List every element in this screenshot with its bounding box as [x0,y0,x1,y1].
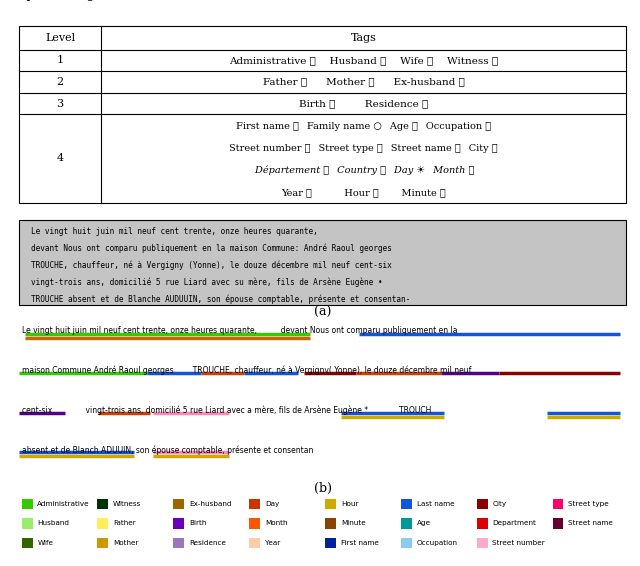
Bar [22,538,33,548]
Text: Age: Age [417,520,431,526]
Text: TROUCHE absent et de Blanche AUDUUIN, son épouse comptable, présente et consenta: TROUCHE absent et de Blanche AUDUUIN, so… [31,294,411,304]
Text: maison Commune André Raoul georges        TROUCHE, chauffeur, né à Vergigny( Yon: maison Commune André Raoul georges TROUC… [22,366,472,375]
Bar [325,518,336,529]
Text: Day: Day [265,501,279,507]
Text: City: City [492,501,507,507]
Text: vingt-trois ans, domicilié 5 rue Liard avec su mère, fils de Arsène Eugène •: vingt-trois ans, domicilié 5 rue Liard a… [31,277,383,287]
Bar [97,538,108,548]
Text: Father 👶    Mother 👶    Ex-husband 💔: Father 👶 Mother 👶 Ex-husband 💔 [262,78,465,87]
Text: TROUCHE, chauffeur, né à Vergigny (Yonne), le douze décembre mil neuf cent-six: TROUCHE, chauffeur, né à Vergigny (Yonne… [31,261,392,270]
Text: (a): (a) [314,306,332,319]
Text: (b): (b) [314,482,332,495]
Bar [97,518,108,529]
Text: Wife: Wife [37,540,53,546]
Text: Month: Month [265,520,287,526]
Bar [22,499,33,509]
Bar [19,220,626,305]
Bar [249,518,260,529]
Text: Administrative 📖   Husband 👨   Wife 👩   Witness 🤯: Administrative 📖 Husband 👨 Wife 👩 Witnes… [229,56,498,65]
Text: First name: First name [340,540,379,546]
Text: Last name: Last name [417,501,454,507]
Text: absent et de Blanch ADUUIN, son épouse comptable, présente et consentan: absent et de Blanch ADUUIN, son épouse c… [22,445,314,454]
Text: 4: 4 [56,153,64,164]
Bar [325,538,336,548]
Bar [173,499,184,509]
Text: 1: 1 [56,55,64,65]
Bar [249,499,260,509]
Text: Administrative: Administrative [37,501,90,507]
Text: Birth: Birth [189,520,207,526]
Text: devant Nous ont comparu publiquement en la maison Commune: André Raoul georges: devant Nous ont comparu publiquement en … [31,244,392,254]
Bar [552,518,563,529]
Text: Year 📅       Hour ⏰     Minute ⏱: Year 📅 Hour ⏰ Minute ⏱ [281,188,446,197]
Text: Occupation: Occupation [417,540,458,546]
Text: Residence: Residence [189,540,226,546]
Bar [401,499,412,509]
Text: Department: Department [492,520,536,526]
Text: Street name: Street name [568,520,613,526]
Text: Le vingt huit juin mil neuf cent trente, onze heures quarante,: Le vingt huit juin mil neuf cent trente,… [31,227,374,236]
Text: 3: 3 [56,98,64,109]
Bar [173,538,184,548]
Bar [401,518,412,529]
Text: Le vingt huit juin mil neuf cent trente, onze heures quarante,          devant N: Le vingt huit juin mil neuf cent trente,… [22,326,458,335]
Bar [325,499,336,509]
Text: cent-six              vingt-trois ans, domicilié 5 rue Liard avec a mère, fils d: cent-six vingt-trois ans, domicilié 5 ru… [22,405,431,415]
Text: ⁣ Département 🗺  Country 🗺  Day ☀  Month 📅: ⁣ Département 🗺 Country 🗺 Day ☀ Month 📅 [253,166,474,175]
Text: Street number 🔟  Street type 📍  Street name 🏢  City 🏙: Street number 🔟 Street type 📍 Street nam… [229,144,498,153]
Bar [477,499,488,509]
Bar [22,518,33,529]
Text: Street number: Street number [492,540,545,546]
Text: Birth 🏗      Residence 🏠: Birth 🏗 Residence 🏠 [299,99,428,108]
Text: Hour: Hour [340,501,358,507]
Bar [401,538,412,548]
Bar [477,518,488,529]
Bar [477,538,488,548]
Text: Year: Year [265,540,280,546]
Bar [97,499,108,509]
Bar [249,538,260,548]
Bar [552,499,563,509]
Text: Level: Level [45,33,76,42]
Text: Mother: Mother [113,540,139,546]
Bar [173,518,184,529]
Text: Father: Father [113,520,136,526]
Text: 2: 2 [56,77,64,87]
Text: Street type: Street type [568,501,609,507]
Text: First name 💬  Family name ○  Age ⏳  Occupation 🔧: First name 💬 Family name ○ Age ⏳ Occupat… [236,122,491,131]
Text: Husband: Husband [37,520,69,526]
Text: Ex-husband: Ex-husband [189,501,232,507]
Text: Tags: Tags [351,33,376,42]
Text: Witness: Witness [113,501,141,507]
Text: Minute: Minute [340,520,365,526]
Text: representing it.: representing it. [13,0,112,1]
